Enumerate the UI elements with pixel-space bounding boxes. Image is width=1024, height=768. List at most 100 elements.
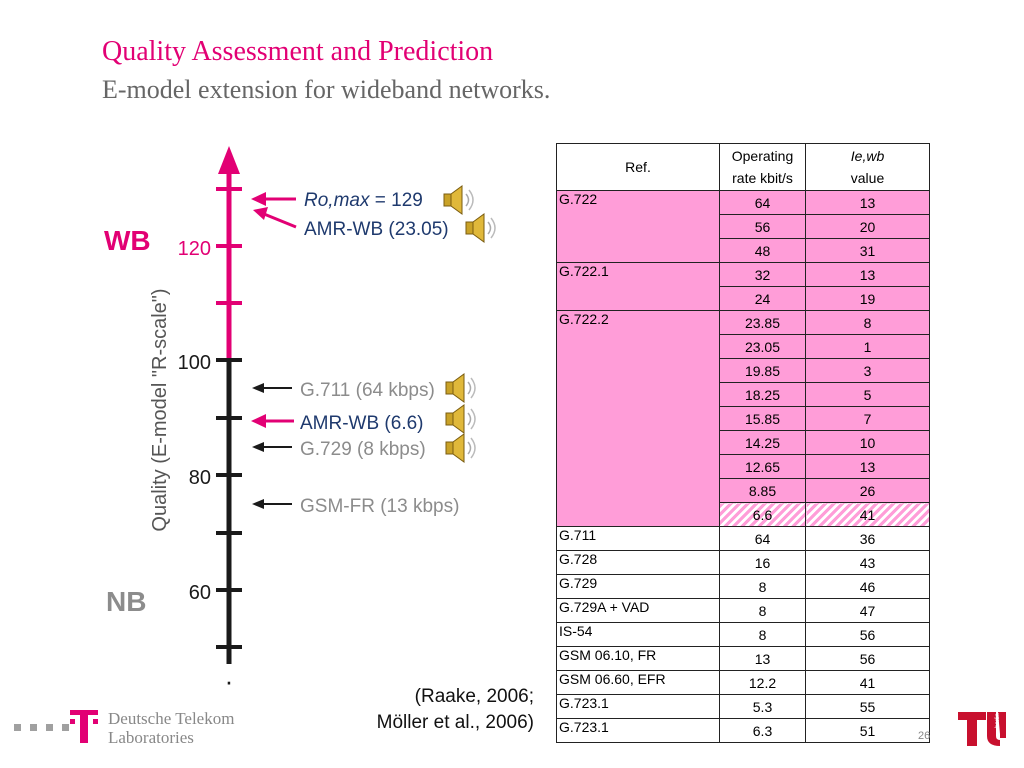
table-row: G.723.1 5.3 55 — [556, 694, 930, 719]
tick-label-80: 80 — [189, 467, 211, 489]
band-label-wb: WB — [104, 225, 151, 256]
cell-ie: 46 — [805, 574, 930, 599]
arrow-g711 — [252, 383, 292, 393]
cell-rate: 12.2 — [719, 670, 806, 695]
cell-rate: 48 — [719, 238, 806, 263]
cell-rate: 12.65 — [719, 454, 806, 479]
cell-rate: 16 — [719, 550, 806, 575]
marker-g711-label: G.711 (64 kbps) — [300, 380, 435, 401]
table-header-row: Ref. Operating rate kbit/s Ie,wb value — [556, 143, 930, 191]
cell-rate: 5.3 — [719, 694, 806, 719]
tick-label-100: 100 — [178, 352, 211, 374]
cell-rate: 8 — [719, 598, 806, 623]
table-row: G.722.2 23.85 8 — [556, 310, 930, 527]
table-row: G.722.1 32 13 — [556, 262, 930, 311]
cell-ref: GSM 06.10, FR — [556, 646, 720, 671]
cell-ref: IS-54 — [556, 622, 720, 647]
cell-rate: 6.3 — [719, 718, 806, 743]
table-row: G.728 16 43 — [556, 550, 930, 575]
cell-rate: 56 — [719, 214, 806, 239]
cell-rate: 24 — [719, 286, 806, 311]
table-row: 6.6 41 — [557, 502, 930, 527]
citation-line-2: Möller et al., 2006) — [376, 712, 534, 733]
slide-subtitle: E-model extension for wideband networks. — [102, 75, 551, 104]
marker-gsm-fr-label: GSM-FR (13 kbps) — [300, 496, 459, 517]
cell-rate: 32 — [719, 262, 806, 287]
cell-ie: 56 — [805, 622, 930, 647]
cell-ref: G.722.1 — [556, 262, 720, 311]
tu-logo-text: berlin — [995, 713, 1001, 728]
table-row: GSM 06.10, FR 13 56 — [556, 646, 930, 671]
marker-g729-label: G.729 (8 kbps) — [300, 439, 426, 460]
table-row: 8.85 26 — [557, 478, 930, 503]
header-rate: Operating rate kbit/s — [719, 143, 806, 191]
marker-amr-wb-23-label: AMR-WB (23.05) — [304, 219, 449, 240]
axis-ellipsis: · — [225, 666, 234, 696]
speaker-icon[interactable] — [445, 433, 476, 463]
speaker-icon[interactable] — [445, 373, 476, 403]
table-row: G.729A + VAD 8 47 — [556, 598, 930, 623]
table-row: IS-54 8 56 — [556, 622, 930, 647]
cell-rate: 8 — [719, 574, 806, 599]
table-row: G.722 64 13 — [556, 190, 930, 263]
cell-rate: 64 — [719, 190, 806, 215]
cell-rate: 19.85 — [719, 358, 806, 383]
cell-rate: 64 — [719, 526, 806, 551]
table-row: 18.25 5 — [557, 382, 930, 407]
cell-ie: 51 — [805, 718, 930, 743]
speaker-icon[interactable] — [465, 213, 496, 243]
marker-amr-wb-6-6-label: AMR-WB (6.6) — [300, 413, 424, 434]
table-row: 19.85 3 — [557, 358, 930, 383]
tick-label-60: 60 — [189, 582, 211, 604]
company-name: Deutsche Telekom Laboratories — [108, 709, 234, 747]
speaker-icon[interactable] — [445, 404, 476, 434]
nb-ticks — [216, 358, 242, 649]
header-ref: Ref. — [556, 143, 720, 191]
cell-rate: 8 — [719, 622, 806, 647]
telekom-t-logo — [70, 710, 98, 743]
company-line-1: Deutsche Telekom — [108, 709, 235, 728]
cell-ie: 13 — [805, 190, 930, 215]
quality-scale-diagram: · 120 100 80 60 Quality (E-model "R-scal… — [104, 146, 496, 696]
citation-line-1: (Raake, 2006; — [414, 686, 534, 707]
header-ie-line2: value — [850, 170, 885, 186]
cell-rate: 23.85 — [719, 310, 806, 335]
cell-ie: 31 — [805, 238, 930, 263]
codec-impairment-table: Ref. Operating rate kbit/s Ie,wb value G… — [556, 143, 930, 743]
header-rate-line2: rate kbit/s — [732, 170, 793, 186]
table-row: GSM 06.60, EFR 12.2 41 — [556, 670, 930, 695]
table-row: G.711 64 36 — [556, 526, 930, 551]
cell-ie: 3 — [805, 358, 930, 383]
table-row: 15.85 7 — [557, 406, 930, 431]
table-row: 56 20 — [557, 214, 930, 239]
cell-ie: 19 — [805, 286, 930, 311]
cell-ie: 55 — [805, 694, 930, 719]
marker-ro-max-italic: Ro,max — [304, 190, 371, 211]
table-row: 24 19 — [557, 286, 930, 311]
table-body: G.722 64 13 56 20 48 31 G.722.1 32 13 24 19 G.722.2 2… — [556, 190, 930, 743]
cell-ref: G.729 — [556, 574, 720, 599]
table-row: 48 31 — [557, 238, 930, 263]
cell-ie: 13 — [805, 262, 930, 287]
cell-ref: GSM 06.60, EFR — [556, 670, 720, 695]
cell-ie: 41 — [805, 502, 930, 527]
cell-ie: 7 — [805, 406, 930, 431]
header-ie: Ie,wb value — [805, 143, 930, 191]
footer-dot — [30, 724, 37, 731]
table-row: G.729 8 46 — [556, 574, 930, 599]
footer-dot — [62, 724, 69, 731]
cell-rate: 6.6 — [719, 502, 806, 527]
table-row: 14.25 10 — [557, 430, 930, 455]
cell-ie: 26 — [805, 478, 930, 503]
header-ie-line1: Ie,wb — [850, 148, 885, 164]
cell-rate: 23.05 — [719, 334, 806, 359]
arrow-gsm-fr — [252, 499, 292, 509]
cell-ref: G.711 — [556, 526, 720, 551]
footer-dot — [14, 724, 21, 731]
cell-ie: 10 — [805, 430, 930, 455]
speaker-icon[interactable] — [443, 185, 474, 215]
marker-ro-max-value: = 129 — [369, 190, 422, 211]
cell-ie: 36 — [805, 526, 930, 551]
company-line-2: Laboratories — [108, 728, 194, 747]
cell-ref: G.728 — [556, 550, 720, 575]
